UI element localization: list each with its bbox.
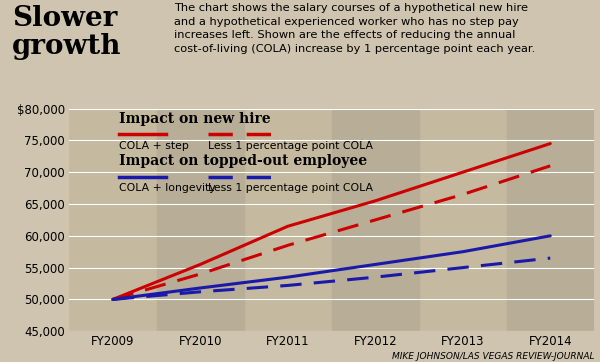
Text: COLA + longevity: COLA + longevity bbox=[119, 183, 215, 193]
Text: Less 1 percentage point COLA: Less 1 percentage point COLA bbox=[208, 183, 373, 193]
Bar bbox=[506, 109, 594, 331]
Text: Impact on topped-out employee: Impact on topped-out employee bbox=[119, 154, 367, 168]
Text: Slower
growth: Slower growth bbox=[12, 5, 121, 60]
Bar bbox=[157, 109, 244, 331]
Text: Less 1 percentage point COLA: Less 1 percentage point COLA bbox=[208, 141, 373, 151]
Text: The chart shows the salary courses of a hypothetical new hire
and a hypothetical: The chart shows the salary courses of a … bbox=[174, 3, 535, 54]
Text: COLA + step: COLA + step bbox=[119, 141, 189, 151]
Text: Impact on new hire: Impact on new hire bbox=[119, 112, 271, 126]
Bar bbox=[331, 109, 419, 331]
Text: MIKE JOHNSON/LAS VEGAS REVIEW-JOURNAL: MIKE JOHNSON/LAS VEGAS REVIEW-JOURNAL bbox=[392, 352, 594, 361]
